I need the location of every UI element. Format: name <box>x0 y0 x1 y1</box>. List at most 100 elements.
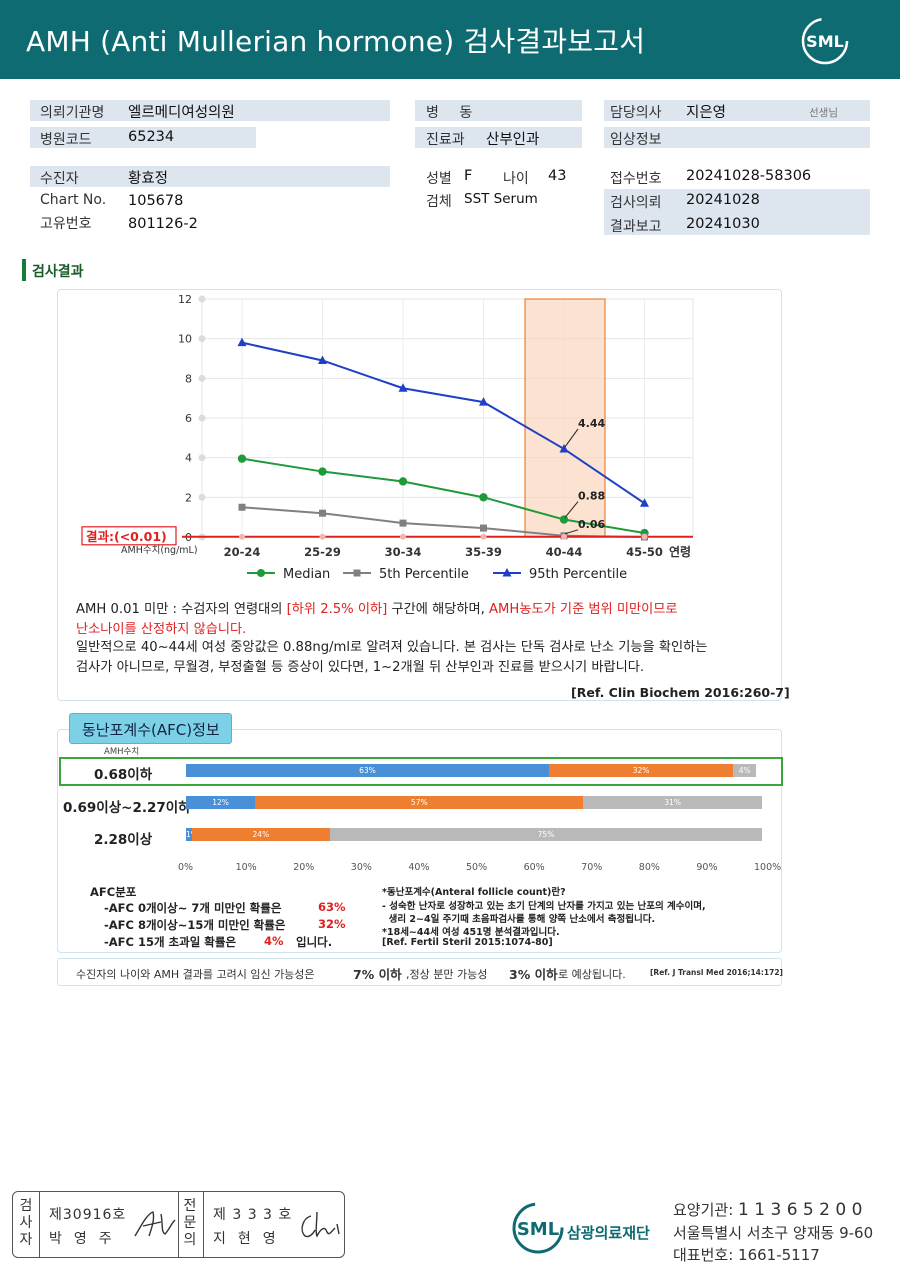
report-date-label: 결과보고 <box>610 219 662 235</box>
info-row-code <box>30 127 256 148</box>
dept-label: 진료과 <box>426 132 465 148</box>
baseline-dot <box>641 533 648 540</box>
data-label-leader <box>564 529 579 535</box>
afc-x-tick-label: 0% <box>178 862 194 873</box>
x-axis-label: 연령 <box>669 544 691 559</box>
specialist-name: 지현영 <box>213 1231 288 1247</box>
examiner-name: 박영주 <box>49 1231 124 1247</box>
series-point <box>398 477 408 486</box>
note-line-3: 일반적으로 40~44세 여성 중앙값은 0.88ng/ml로 알려져 있습니다… <box>76 640 708 655</box>
series-point <box>559 515 569 524</box>
afc-bar-segment: 12% <box>186 796 256 809</box>
info-row-dept <box>415 127 582 148</box>
y-tick-label: 8 <box>185 372 192 385</box>
examiner-signature <box>134 1211 176 1237</box>
patient-value: 황효정 <box>128 171 169 187</box>
y-axis-label: AMH수치(ng/mL) <box>121 544 198 556</box>
note-line-1: AMH 0.01 미만 : 수검자의 연령대의 [하위 2.5% 이하] 구간에… <box>76 602 678 617</box>
age-value: 43 <box>548 168 567 184</box>
data-label-leader <box>564 501 579 518</box>
doctor-label: 담당의사 <box>610 105 662 121</box>
sig-divider-3 <box>203 1192 204 1257</box>
x-ticks: 20-24 25-29 30-34 35-39 40-44 45-50 <box>224 545 663 559</box>
y-tick-label: 12 <box>178 293 192 306</box>
afc-def-5: [Ref. Fertil Steril 2015:1074-80] <box>382 937 553 948</box>
afc-row-label-3: 2.28이상 <box>94 832 153 848</box>
series-point <box>480 524 487 532</box>
data-label: 0.88 <box>578 490 605 503</box>
legend-label: 95th Percentile <box>529 567 627 582</box>
org-value: 엘르메디여성의원 <box>128 105 235 121</box>
series-point <box>318 355 327 364</box>
amh-line-chart: 121086420 20-2425-2930-3435-3940-4445-50… <box>81 293 694 582</box>
info-row-patient <box>30 166 390 187</box>
sex-value: F <box>464 168 473 184</box>
chart-no-label: Chart No. <box>40 192 107 208</box>
footer-code: 요양기관: 1 1 3 6 5 2 0 0 <box>673 1200 863 1220</box>
pregnancy-panel <box>57 958 782 986</box>
info-row-doctor <box>604 100 870 121</box>
afc-bar-segment: 31% <box>583 796 762 809</box>
afc-def-4: *18세~44세 여성 451명 분석결과입니다. <box>382 927 560 938</box>
info-row-org <box>30 100 390 121</box>
info-row-ward <box>415 100 582 121</box>
section-title: 검사결과 <box>32 264 84 280</box>
note-line-4: 검사가 아니므로, 무월경, 부정출혈 등 증상이 있다면, 1~2개월 뒤 산… <box>76 660 645 675</box>
baseline-dot <box>319 533 326 540</box>
chart-legend: Median 5th Percentile 95th Percentile <box>247 567 627 582</box>
baseline-dot <box>239 533 245 540</box>
baseline-dot <box>480 533 487 540</box>
age-label: 나이 <box>503 171 529 187</box>
afc-dist-title: AFC분포 <box>90 885 137 899</box>
afc-bar-segment: 57% <box>255 796 584 809</box>
pregnancy-text-e: 로 예상됩니다. <box>558 968 626 981</box>
delivery-rate: 3% 이하 <box>509 967 558 982</box>
afc-dist-2-value: 32% <box>318 917 346 931</box>
pregnancy-text-a: 수진자의 나이와 AMH 결과를 고려시 임신 가능성은 <box>76 968 315 981</box>
sig-divider-2 <box>178 1192 179 1257</box>
svg-text:SML: SML <box>517 1219 559 1240</box>
afc-x-tick-label: 20% <box>293 862 315 873</box>
sml-logo-icon: SML <box>801 17 849 65</box>
examiner-label: 검사자 <box>19 1198 33 1248</box>
baseline-dot <box>400 533 406 540</box>
afc-x-tick-label: 30% <box>350 862 372 873</box>
result-box <box>81 526 177 546</box>
y-tick-label: 6 <box>185 412 192 425</box>
request-date-label: 검사의뢰 <box>610 195 662 211</box>
afc-result-row-highlight <box>59 757 783 786</box>
y-tick-label: 4 <box>185 452 192 465</box>
note-line-2: 난소나이를 산정하지 않습니다. <box>76 622 247 637</box>
y-tick-dot <box>198 414 206 422</box>
data-label: 4.44 <box>578 417 605 430</box>
series-point <box>640 498 649 507</box>
patient-label: 수진자 <box>40 171 79 187</box>
series-point <box>237 337 247 347</box>
info-row-dates <box>604 189 870 235</box>
footer-address: 서울특별시 서초구 양재동 9-60 <box>673 1224 874 1242</box>
legend-marker <box>257 569 265 577</box>
afc-bar-segment: 32% <box>548 764 734 777</box>
legend-label: Median <box>283 567 330 582</box>
legend-label: 5th Percentile <box>379 567 469 582</box>
afc-x-tick-label: 10% <box>235 862 257 873</box>
y-tick-dot <box>198 454 206 462</box>
series-point <box>237 454 247 463</box>
pregnancy-text-c: ,정상 분만 가능성 <box>406 968 488 981</box>
y-tick-dot <box>198 493 206 501</box>
sig-divider-1 <box>39 1192 40 1257</box>
x-tick-label: 45-50 <box>626 545 663 559</box>
y-tick-dot <box>198 335 206 343</box>
data-label-leader <box>564 428 579 448</box>
specimen-value: SST Serum <box>464 191 538 207</box>
afc-x-tick-label: 100% <box>754 862 782 873</box>
series-point <box>318 467 327 476</box>
highlight-age-band <box>524 298 606 538</box>
afc-bar-segment: 63% <box>186 764 549 777</box>
afc-def-1: *동난포계수(Anteral follicle count)란? <box>382 887 566 898</box>
x-tick-label: 35-39 <box>465 545 502 559</box>
info-row-clinical <box>604 127 870 148</box>
afc-bar-segment: 1% <box>186 828 192 841</box>
doctor-suffix: 선생님 <box>809 107 838 119</box>
afc-x-tick-label: 80% <box>638 862 660 873</box>
